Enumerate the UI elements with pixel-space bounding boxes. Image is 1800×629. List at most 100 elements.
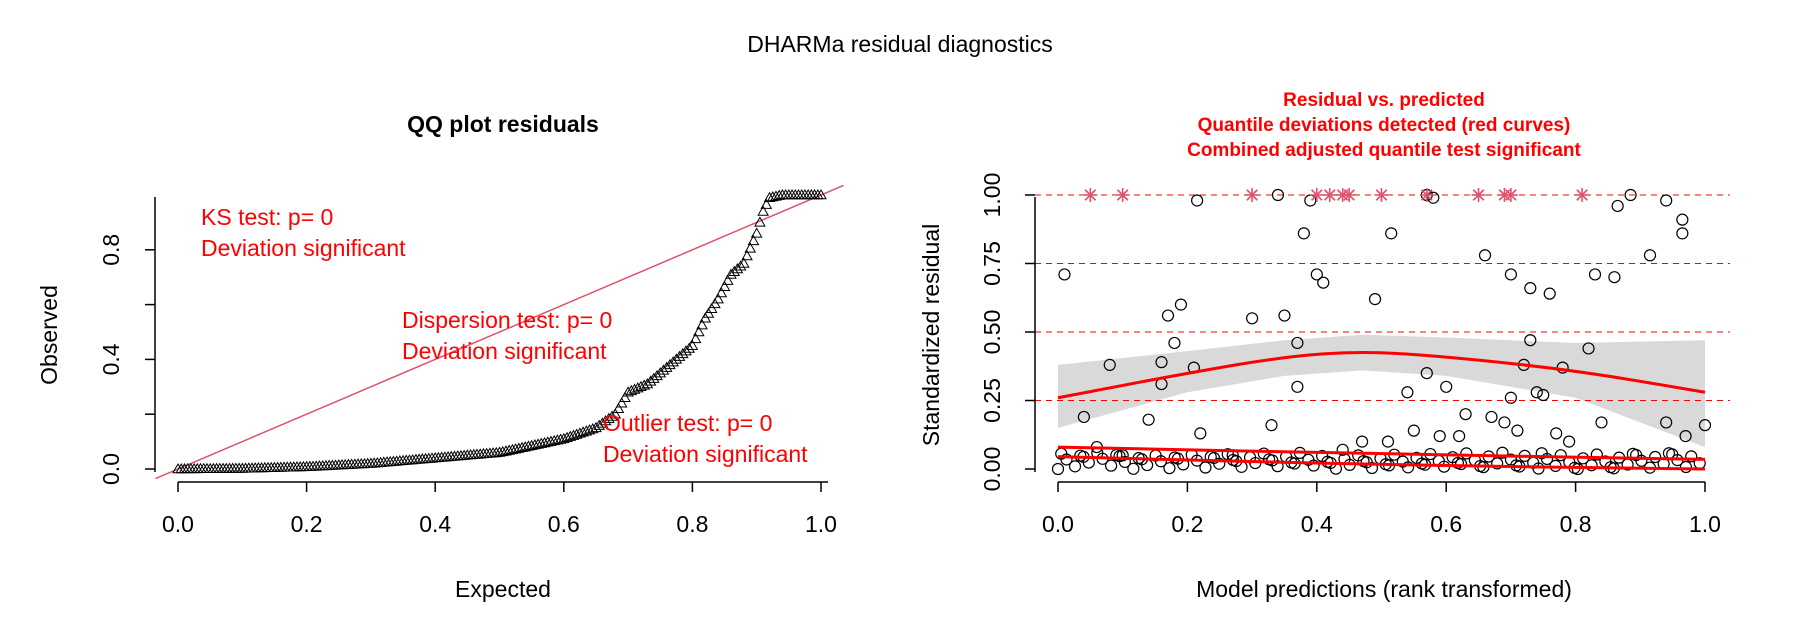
qq-axes <box>154 197 828 483</box>
rvp-point <box>1485 410 1498 424</box>
qq-y-tick-label: 0.0 <box>98 453 124 485</box>
rvp-point <box>1278 309 1291 322</box>
rvp-point <box>1420 367 1433 380</box>
rvp-point <box>1352 449 1365 462</box>
rvp-y-tick-label: 1.00 <box>979 173 1005 218</box>
qq-point <box>496 445 509 457</box>
rvp-point <box>1563 435 1576 448</box>
rvp-point <box>1336 443 1349 456</box>
rvp-point <box>1582 342 1595 355</box>
rvp-xlabel: Model predictions (rank transformed) <box>1196 576 1572 602</box>
dispersion-deviation-line: Deviation significant <box>402 338 607 364</box>
qq-ylabel: Observed <box>36 285 62 385</box>
qq-point <box>673 350 686 361</box>
figure-title: DHARMa residual diagnostics <box>747 31 1053 57</box>
qq-x-tick-label: 1.0 <box>805 511 837 537</box>
rvp-point <box>1630 448 1643 462</box>
qq-point <box>721 274 734 285</box>
rvp-point <box>1161 309 1175 322</box>
qq-point <box>744 242 757 253</box>
rvp-point <box>1155 356 1168 369</box>
rvp-point <box>1163 462 1176 475</box>
rvp-point <box>1207 451 1221 465</box>
rvp-outlier-star <box>1342 188 1357 202</box>
rvp-point <box>1660 194 1673 207</box>
qq-point <box>551 434 564 445</box>
ks-deviation-line: Deviation significant <box>201 235 406 261</box>
rvp-point <box>1676 213 1689 226</box>
rvp-point <box>1127 462 1140 475</box>
qq-x-tick-label: 0.8 <box>676 511 708 537</box>
rvp-point <box>1058 268 1071 281</box>
qq-point <box>516 441 528 453</box>
qq-point <box>606 410 618 421</box>
rvp-quantile-curve <box>1057 455 1706 471</box>
rvp-point <box>1310 268 1323 281</box>
rvp-point <box>1571 462 1584 476</box>
rvp-point <box>1535 447 1548 460</box>
qq-point <box>522 440 535 451</box>
rvp-axes <box>1034 197 1705 483</box>
rvp-point <box>1316 449 1329 463</box>
rvp-x-tick-label: 0.2 <box>1171 511 1203 537</box>
qq-point <box>689 332 702 344</box>
qq-point <box>503 444 516 455</box>
qq-point <box>680 345 692 356</box>
rvp-point <box>1504 268 1518 281</box>
rvp-y-tick-label: 0.25 <box>979 378 1005 423</box>
qq-point <box>644 375 657 386</box>
qq-point <box>619 391 631 403</box>
rvp-point <box>1302 453 1315 466</box>
rvp-y-tick-label: 0.00 <box>979 447 1005 492</box>
rvp-point <box>1504 391 1518 404</box>
rvp-point <box>1051 462 1065 476</box>
rvp-point <box>1524 282 1537 295</box>
qq-point <box>737 257 750 268</box>
rvp-outlier-star <box>1471 188 1486 202</box>
rvp-x-ticks: 0.0 0.2 0.4 0.6 0.8 1.0 <box>1042 482 1721 537</box>
qq-x-ticks: 0.0 0.2 0.4 0.6 0.8 1.0 <box>162 482 837 537</box>
rvp-point <box>1396 455 1409 468</box>
rvp-outlier-star <box>1309 188 1324 202</box>
dispersion-annotation: Dispersion test: p= 0 Deviation signific… <box>402 307 612 364</box>
rvp-point <box>1257 447 1270 460</box>
qq-point <box>770 190 782 201</box>
rvp-outlier-star-stroke <box>1084 189 1097 201</box>
qq-point <box>696 319 708 330</box>
rvp-point <box>1194 427 1207 440</box>
rvp-outlier-star-stroke <box>1343 189 1355 201</box>
rvp-point <box>1588 268 1602 281</box>
rvp-point <box>1355 435 1369 448</box>
qq-point <box>519 441 532 452</box>
rvp-point <box>1491 457 1504 470</box>
qq-point <box>509 443 522 454</box>
qq-point <box>760 198 773 209</box>
rvp-point <box>1401 386 1414 399</box>
rvp-point <box>1460 447 1473 460</box>
rvp-x-tick-label: 0.6 <box>1430 511 1462 537</box>
rvp-point <box>1676 227 1689 240</box>
rvp-point <box>1643 249 1657 262</box>
rvp-point <box>1199 461 1212 474</box>
rvp-outlier-star-stroke <box>1323 189 1336 201</box>
rvp-point <box>1478 249 1492 262</box>
qq-point <box>545 435 557 446</box>
qq-point <box>715 286 728 298</box>
rvp-quantile-curves <box>1057 351 1706 471</box>
rvp-point <box>1679 430 1692 443</box>
rvp-outlier-star <box>1419 188 1434 202</box>
rvp-outlier-star <box>1083 188 1098 202</box>
qq-point <box>728 265 741 276</box>
qq-xlabel: Expected <box>455 576 551 602</box>
rvp-point <box>1291 380 1304 393</box>
rvp-point <box>1113 450 1126 463</box>
rvp-point <box>1554 449 1567 462</box>
qq-point <box>538 436 551 448</box>
rvp-outlier-star-stroke <box>1375 189 1388 201</box>
rvp-point <box>1496 446 1509 459</box>
rvp-point <box>1459 408 1472 421</box>
rvp-point <box>1297 227 1310 240</box>
rvp-point <box>1611 199 1624 213</box>
qq-title: QQ plot residuals <box>407 111 599 137</box>
